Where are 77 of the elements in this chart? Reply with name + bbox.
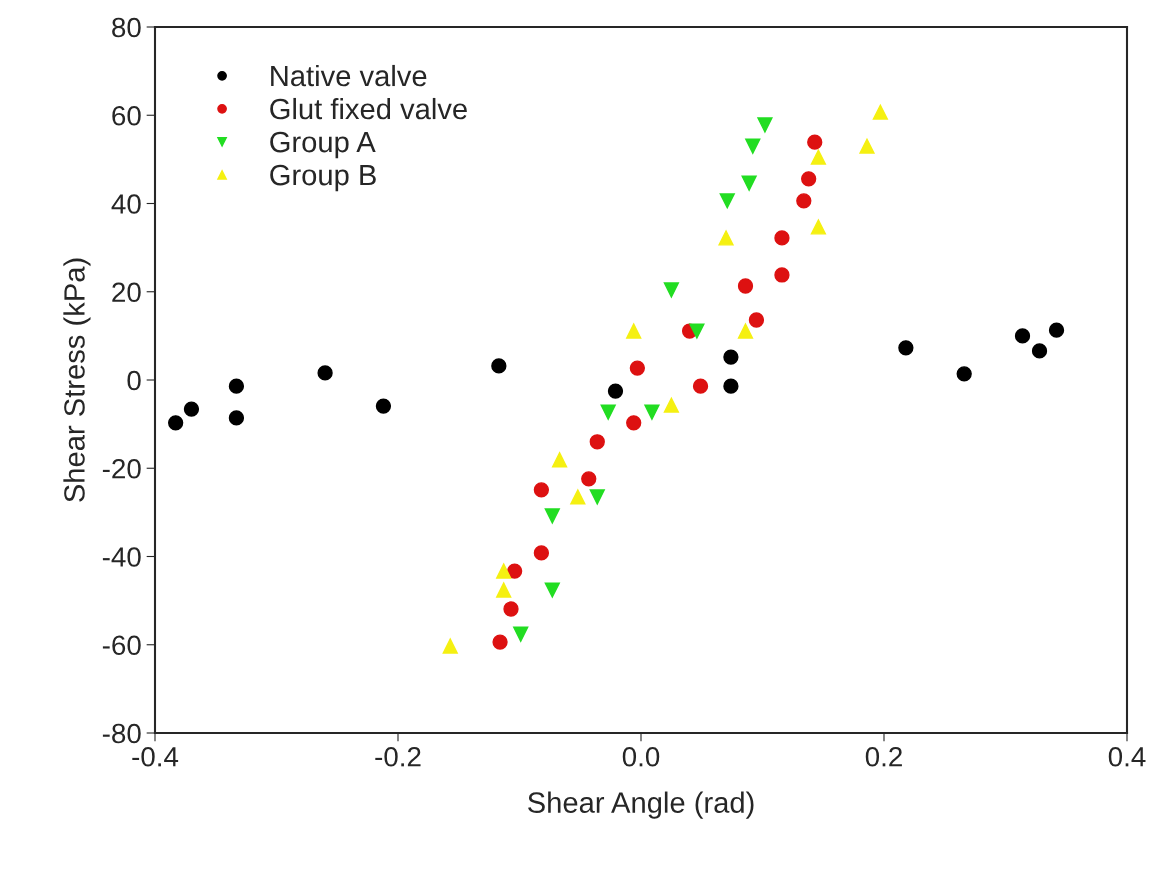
point (692, 378, 709, 394)
point (228, 410, 245, 426)
x-tick-label: 0.4 (1108, 746, 1146, 767)
point (533, 482, 550, 498)
point (810, 149, 827, 165)
point (168, 415, 184, 431)
legend-label: Group B (270, 164, 376, 192)
point (774, 230, 790, 246)
legend-label: Group A (270, 131, 376, 159)
point (745, 138, 761, 154)
y-axis-title: Shear Stress (kPa) (63, 258, 91, 502)
y-tick-label: -40 (102, 547, 141, 567)
point (757, 117, 773, 133)
point (872, 104, 888, 120)
point (442, 638, 458, 654)
point (723, 349, 739, 365)
point (183, 401, 200, 417)
point (570, 489, 586, 505)
point (718, 230, 734, 246)
x-tick-label: 0.2 (865, 746, 902, 767)
point (859, 138, 875, 154)
point (801, 171, 817, 187)
point (491, 358, 507, 374)
point (663, 282, 680, 298)
y-tick-label: 80 (112, 17, 141, 38)
point (544, 582, 560, 598)
point (492, 634, 508, 650)
point (317, 365, 333, 381)
point (807, 134, 823, 150)
point (1048, 322, 1065, 338)
point (629, 360, 645, 376)
point (600, 404, 616, 420)
point (644, 404, 660, 420)
y-tick-label: 20 (112, 282, 141, 303)
y-tick-label: 0 (127, 370, 141, 391)
point (551, 452, 568, 468)
y-tick-label: 60 (112, 105, 141, 126)
x-tick-label: -0.2 (375, 746, 421, 767)
point (533, 545, 550, 561)
point (719, 193, 735, 209)
legend-label: Native valve (271, 64, 427, 87)
point (507, 563, 523, 579)
point (956, 366, 972, 382)
y-tick-label: -80 (102, 723, 141, 744)
point (796, 193, 812, 209)
point (544, 508, 560, 524)
point (513, 626, 529, 642)
point (723, 378, 739, 394)
point (774, 267, 790, 283)
point (1031, 343, 1048, 359)
y-tick-label: -20 (102, 458, 141, 479)
legend-label: Glut fixed valve (270, 97, 467, 120)
point (626, 415, 642, 431)
point (496, 582, 512, 598)
point (663, 397, 680, 413)
point (748, 312, 765, 328)
x-tick-label: 0.0 (622, 746, 660, 767)
point (1014, 328, 1031, 344)
point (228, 378, 245, 394)
point (737, 278, 754, 294)
point (689, 323, 705, 339)
point (607, 383, 624, 399)
point (741, 175, 757, 191)
x-tick-label: -0.4 (132, 746, 179, 767)
y-tick-label: 40 (111, 194, 141, 214)
x-axis-title: Shear Angle (rad) (528, 791, 754, 819)
point (375, 398, 392, 414)
y-tick-label: -60 (102, 635, 141, 656)
point (810, 219, 827, 235)
point (898, 340, 914, 356)
point (589, 434, 605, 450)
point (737, 323, 754, 339)
point (581, 471, 597, 487)
point (626, 323, 642, 339)
point (503, 601, 519, 617)
point (589, 489, 605, 505)
point (496, 563, 512, 579)
